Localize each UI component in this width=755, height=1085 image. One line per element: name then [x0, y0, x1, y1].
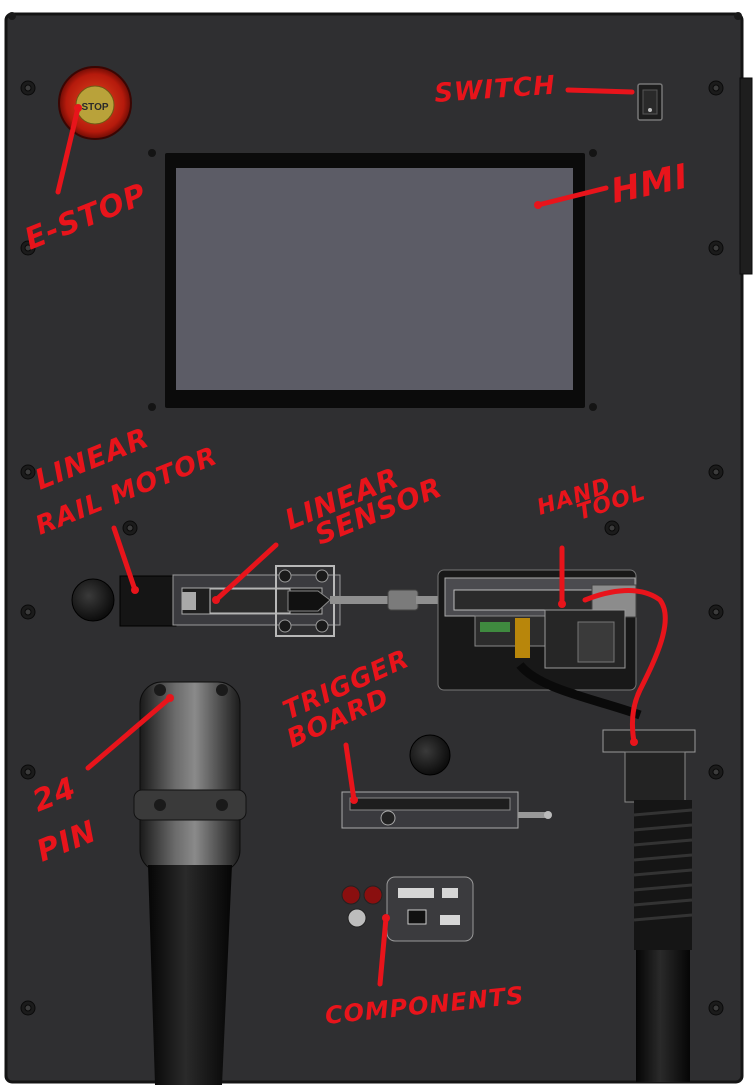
screw-head [712, 468, 720, 476]
components-cluster [341, 876, 474, 942]
screw-head [24, 84, 32, 92]
linear-rail-assembly [119, 565, 438, 637]
corner-screw-tr [734, 12, 742, 20]
screw-head [712, 1004, 720, 1012]
pin-24-connector [133, 681, 247, 1085]
screw-head [24, 608, 32, 616]
hmi-screen [148, 149, 597, 411]
screw-head [712, 608, 720, 616]
screw-head [24, 244, 32, 252]
rail-knob [71, 578, 115, 622]
e-stop-text: STOP [81, 102, 108, 113]
power-switch [637, 83, 663, 121]
screw-head [24, 1004, 32, 1012]
panel-screws [20, 80, 724, 1016]
screw-head [126, 524, 134, 532]
screw-head [24, 768, 32, 776]
trigger-board [341, 734, 552, 829]
screw-head [608, 524, 616, 532]
right-hose-connector [602, 729, 696, 1082]
annotation-lines [55, 87, 668, 987]
corner-screw-tl [8, 12, 16, 20]
screw-head [712, 84, 720, 92]
screw-head [712, 244, 720, 252]
screw-head [712, 768, 720, 776]
annotation-dots [74, 104, 638, 922]
screw-head [24, 468, 32, 476]
panel-side-bracket [739, 77, 753, 275]
e-stop-button: STOP [58, 66, 132, 140]
